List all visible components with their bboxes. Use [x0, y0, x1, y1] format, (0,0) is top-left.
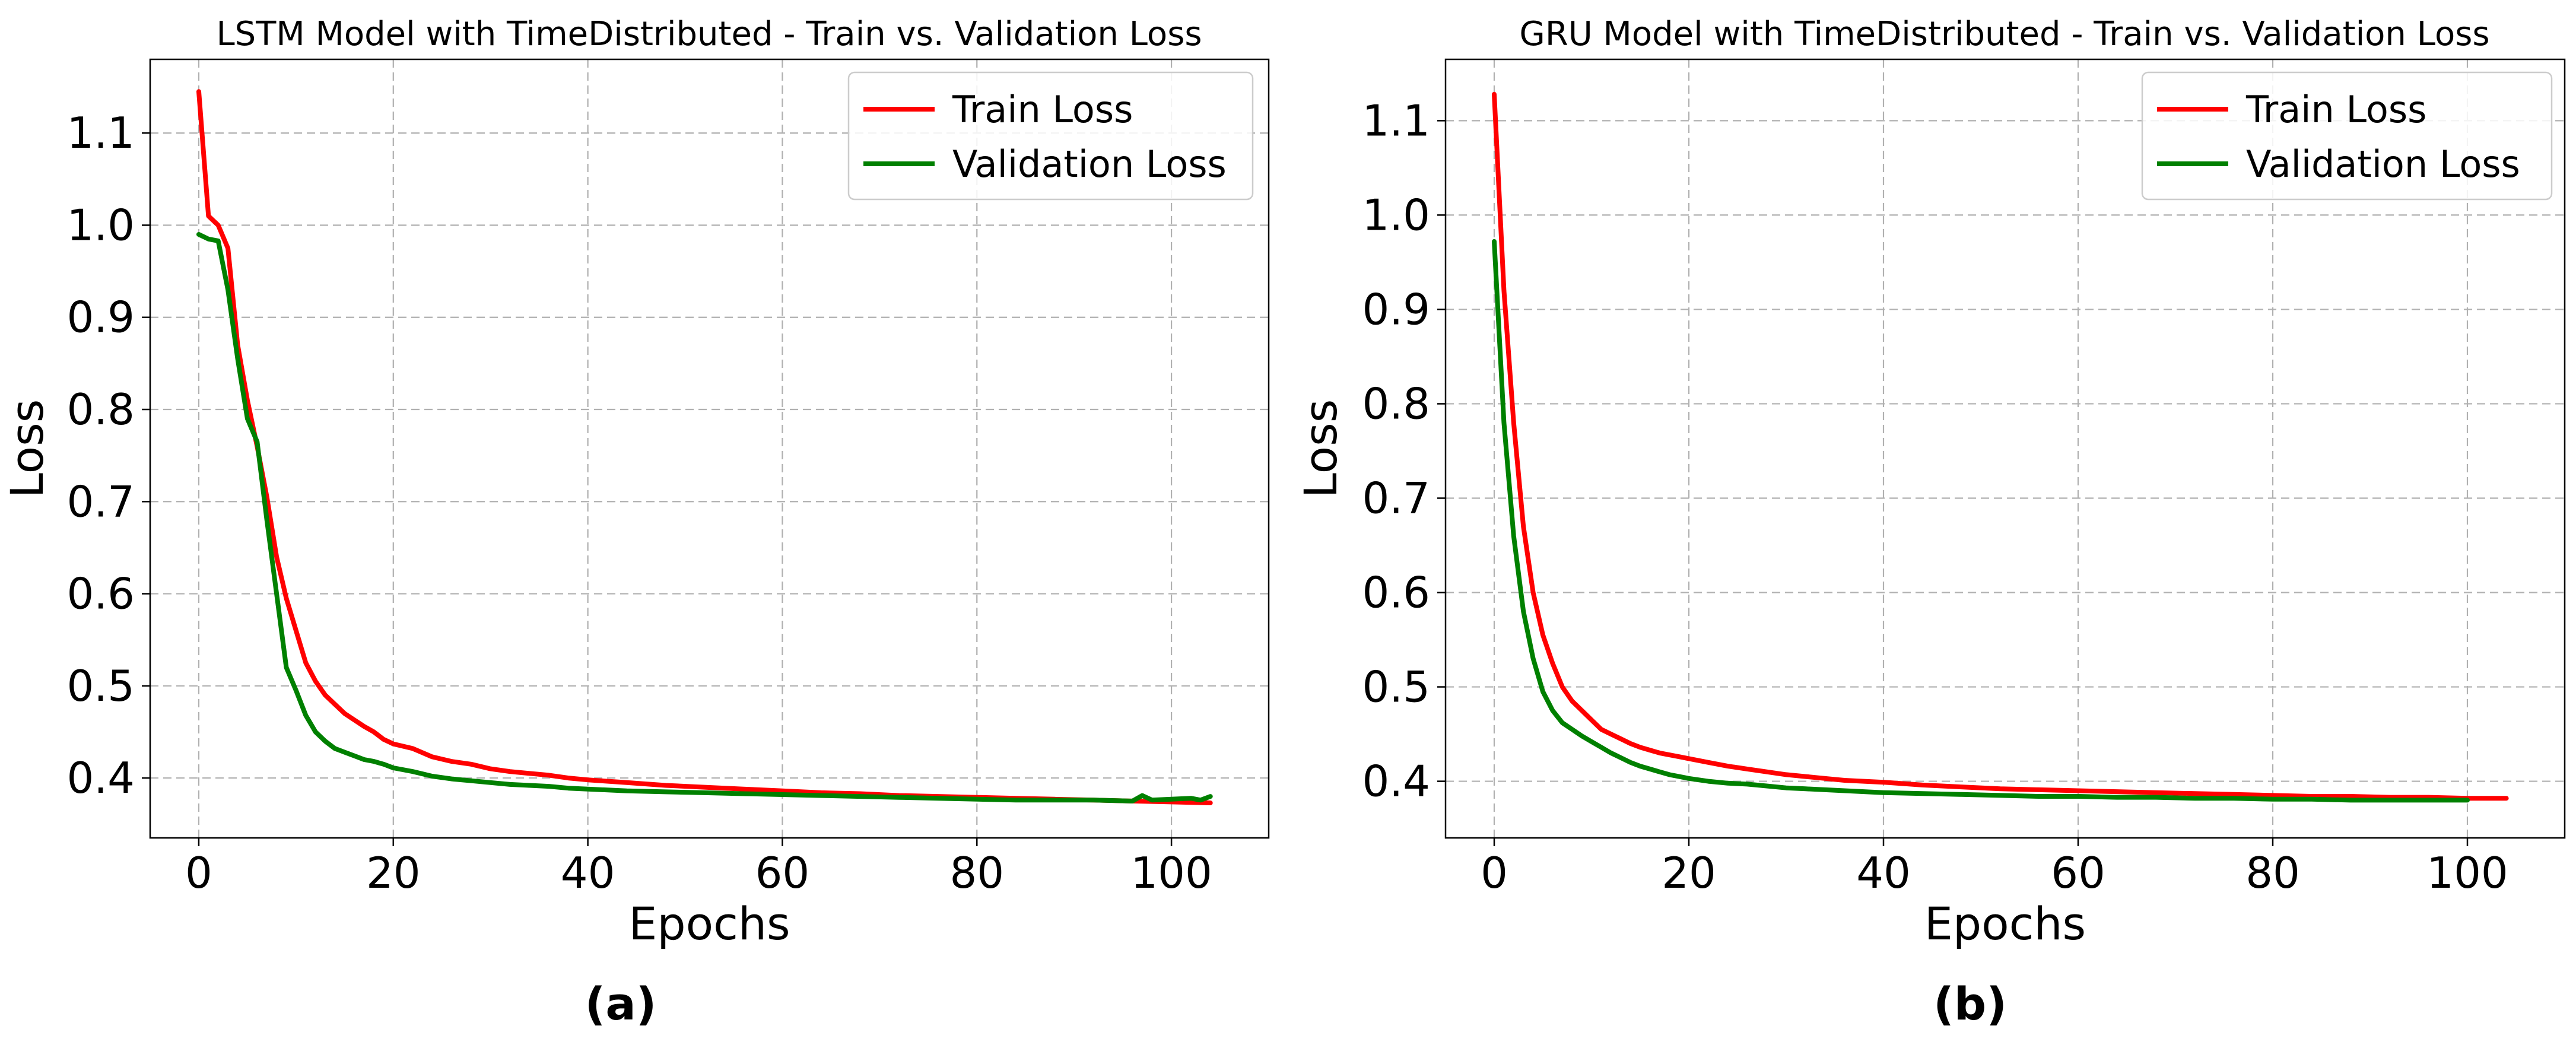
legend-box: [2141, 71, 2553, 201]
legend-label-train-loss: Train Loss: [2245, 88, 2426, 131]
y-axis-label: Loss: [1294, 399, 1347, 498]
legend-label-validation-loss: Validation Loss: [2246, 142, 2520, 186]
x-tick-label: 100: [1130, 848, 1212, 898]
x-tick-label: 80: [2245, 848, 2300, 898]
legend: Train Loss Validation Loss: [847, 71, 1254, 201]
series-line-train-loss: [1492, 91, 2509, 801]
y-tick-label: 0.4: [66, 753, 135, 803]
x-tick-label: 40: [561, 848, 615, 898]
legend: Train Loss Validation Loss: [2141, 71, 2553, 201]
panel-label-b: (b): [1933, 977, 2007, 1030]
x-axis-label: Epochs: [1924, 897, 2086, 950]
chart-title: LSTM Model with TimeDistributed - Train …: [216, 15, 1202, 53]
y-tick-label: 0.8: [66, 385, 135, 434]
chart-title: GRU Model with TimeDistributed - Train v…: [1519, 15, 2489, 53]
y-tick-label: 1.0: [66, 200, 135, 250]
x-tick-label: 60: [2051, 848, 2105, 898]
y-axis-label: Loss: [1, 399, 53, 498]
x-tick-label: 0: [185, 848, 212, 898]
y-tick-label: 1.1: [1362, 96, 1430, 145]
y-tick-label: 0.5: [1362, 662, 1430, 712]
y-tick-label: 0.9: [66, 293, 135, 342]
legend-label-train-loss: Train Loss: [952, 88, 1133, 131]
x-tick-label: 0: [1481, 848, 1508, 898]
lstm-loss-chart: 0 20 40 60 80 100 0.4 0.5 0.6 0.7 0.8 0.9 1.0 1.1 LSTM…: [1, 15, 1270, 950]
x-tick-label: 60: [755, 848, 810, 898]
x-tick-label: 80: [949, 848, 1004, 898]
x-axis-label: Epochs: [628, 897, 790, 950]
y-tick-label: 0.7: [1362, 473, 1430, 523]
gru-loss-chart: 0 20 40 60 80 100 0.4 0.5 0.6 0.7 0.8 0.9 1.0 1.1 GRU …: [1294, 15, 2566, 950]
series-line-validation-loss: [196, 232, 1213, 803]
x-tick-label: 100: [2426, 848, 2508, 898]
legend-box: [847, 71, 1254, 201]
panel-label-a: (a): [585, 977, 657, 1030]
y-tick-label: 0.4: [1362, 757, 1430, 806]
x-tick-label: 20: [366, 848, 421, 898]
y-tick-label: 0.6: [1362, 568, 1430, 618]
y-tick-label: 1.0: [1362, 190, 1430, 240]
x-tick-label: 40: [1856, 848, 1911, 898]
x-tick-label: 20: [1662, 848, 1716, 898]
y-tick-label: 0.8: [1362, 379, 1430, 428]
y-tick-label: 0.7: [66, 477, 135, 526]
plot-frame: [149, 58, 1270, 839]
plot-frame: [1444, 58, 2566, 839]
legend-label-validation-loss: Validation Loss: [952, 142, 1227, 186]
y-tick-label: 0.6: [66, 569, 135, 619]
y-tick-label: 0.9: [1362, 284, 1430, 334]
y-tick-label: 0.5: [66, 661, 135, 711]
series-line-validation-loss: [1492, 239, 2470, 803]
y-tick-label: 1.1: [66, 108, 135, 158]
